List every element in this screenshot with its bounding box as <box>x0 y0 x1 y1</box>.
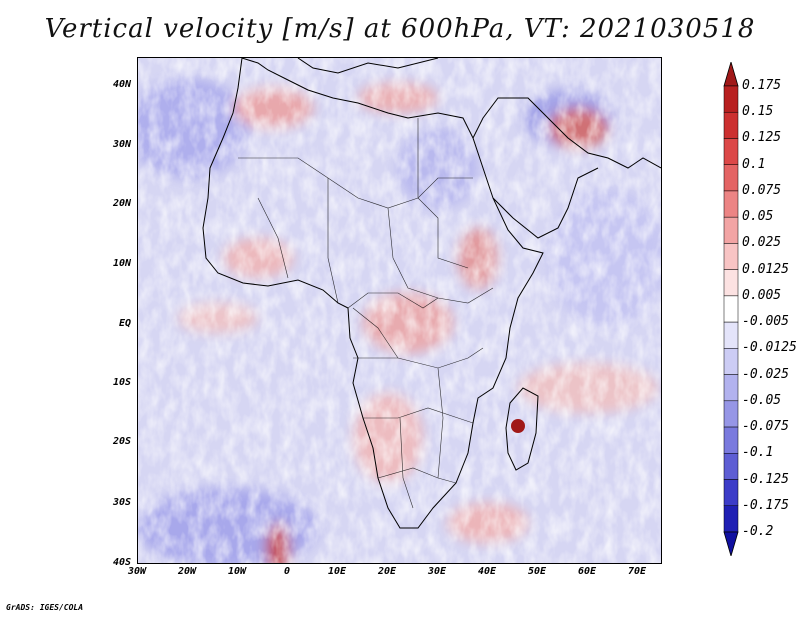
colorbar-label: 0.075 <box>742 182 782 198</box>
lat-label-eq: EQ <box>118 318 131 329</box>
lat-label-30n: 30N <box>112 139 131 150</box>
lon-label-10w: 10W <box>227 566 247 577</box>
colorbar-box <box>723 216 739 244</box>
colorbar-label: -0.2 <box>742 524 774 539</box>
colorbar-box <box>723 243 739 270</box>
colorbar-box <box>723 400 739 428</box>
lon-label-0: 0 <box>283 566 291 577</box>
colorbar-label: 0.15 <box>742 104 774 120</box>
lon-label-20w: 20W <box>177 566 197 577</box>
lon-label-30e: 30E <box>427 566 447 577</box>
colorbar-box <box>723 295 739 323</box>
colorbar-label: -0.005 <box>742 314 789 330</box>
colorbar-tip-bottom <box>723 531 739 556</box>
colorbar-box <box>723 164 739 192</box>
lon-label-30w: 30W <box>127 566 147 577</box>
colorbar-box <box>723 321 739 349</box>
borders <box>238 118 494 509</box>
lon-label-70e: 70E <box>627 566 647 577</box>
chart-title: Vertical velocity [m/s] at 600hPa, VT: 2… <box>44 14 756 44</box>
colorbar-label: -0.1 <box>742 445 774 461</box>
colorbar-label: -0.05 <box>742 392 782 408</box>
colorbar-label: -0.175 <box>742 497 789 513</box>
grads-credit: GrADS: IGES/COLA <box>6 603 84 612</box>
lon-label-20e: 20E <box>377 566 397 577</box>
colorbar-box <box>723 348 739 375</box>
lat-label-20s: 20S <box>112 436 131 447</box>
colorbar-box <box>723 426 739 454</box>
colorbar-label: -0.025 <box>742 366 789 382</box>
lat-label-20n: 20N <box>112 198 131 209</box>
lat-label-30s: 30S <box>112 497 131 508</box>
colorbar-box <box>723 85 739 113</box>
colorbar-box <box>723 111 739 139</box>
field-noise <box>138 58 661 563</box>
colorbar-box <box>723 453 739 480</box>
lat-label-10n: 10N <box>112 258 131 269</box>
colorbar-label: -0.075 <box>742 419 789 435</box>
colorbar-label: 0.125 <box>742 130 782 146</box>
colorbar-box <box>723 374 739 402</box>
lat-label-10s: 10S <box>112 377 131 388</box>
colorbar-box <box>723 138 739 165</box>
colorbar-box <box>723 269 739 297</box>
lon-label-60e: 60E <box>577 566 597 577</box>
lat-label-40s: 40S <box>112 557 131 568</box>
colorbar-label: 0.175 <box>742 78 782 93</box>
colorbar <box>723 62 739 556</box>
madagascar-max <box>511 419 525 433</box>
colorbar-label: 0.05 <box>742 209 774 225</box>
colorbar-label: -0.125 <box>742 471 789 487</box>
lon-label-50e: 50E <box>527 566 547 577</box>
colorbar-box <box>723 190 739 218</box>
colorbar-box <box>723 479 739 507</box>
velocity-field-map <box>138 58 661 563</box>
lon-label-40e: 40E <box>477 566 497 577</box>
colorbar-label: 0.0125 <box>742 261 789 277</box>
colorbar-label: -0.0125 <box>742 340 797 356</box>
lon-label-10e: 10E <box>327 566 347 577</box>
colorbar-tip-top <box>723 62 739 87</box>
colorbar-label: 0.005 <box>742 287 782 303</box>
colorbar-box <box>723 505 739 533</box>
colorbar-label: 0.025 <box>742 235 782 251</box>
lat-label-40n: 40N <box>112 79 131 90</box>
colorbar-label: 0.1 <box>742 156 766 172</box>
map-panel <box>137 57 662 564</box>
